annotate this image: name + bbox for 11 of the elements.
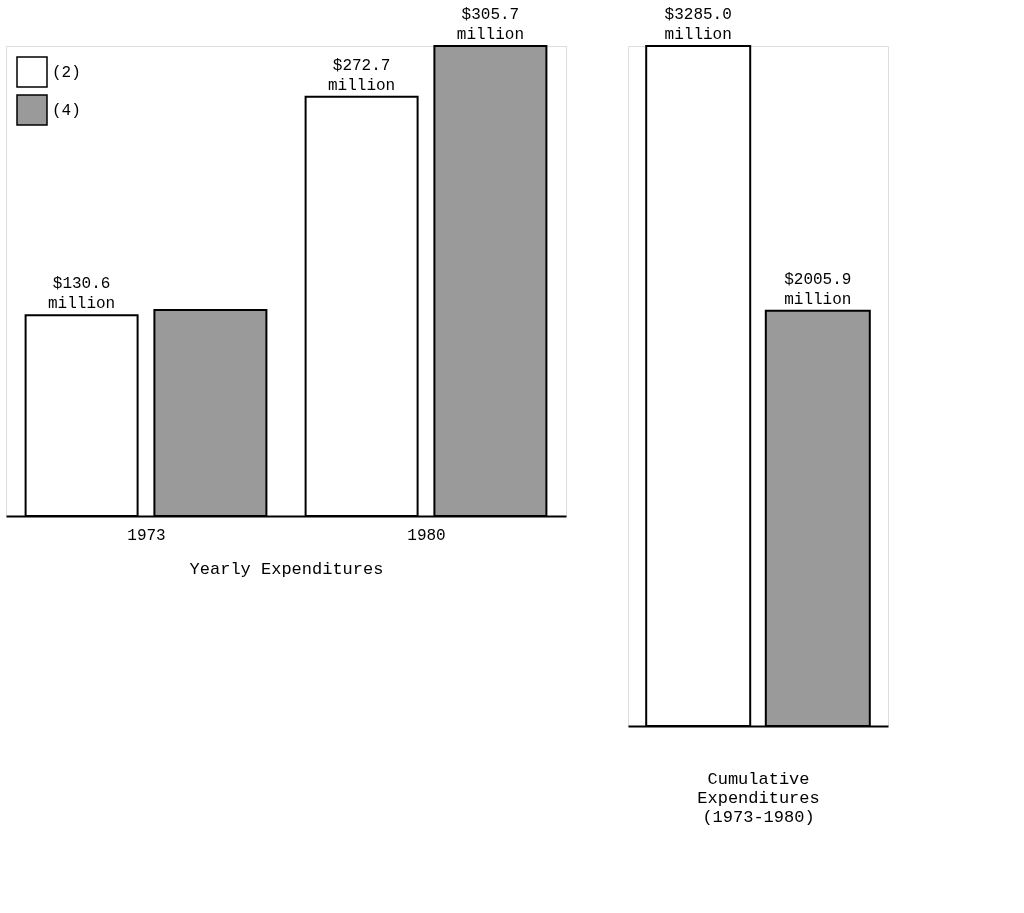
data-label: $305.7 million — [456, 6, 525, 44]
legend-label: (2) — [52, 64, 81, 82]
x-axis-title: Cumulative Expenditures (1973-1980) — [697, 769, 820, 827]
data-label: $272.7 million — [327, 56, 396, 95]
x-tick-label: 1973 — [127, 526, 166, 545]
data-label: $2005.9 million — [784, 270, 852, 309]
data-label: $3285.0 million — [664, 6, 732, 44]
x-axis-title: Yearly Expenditures — [189, 559, 384, 579]
x-tick-label: 1980 — [407, 526, 446, 545]
data-label: $130.6 million — [47, 275, 116, 314]
legend-label: (4) — [52, 102, 81, 120]
